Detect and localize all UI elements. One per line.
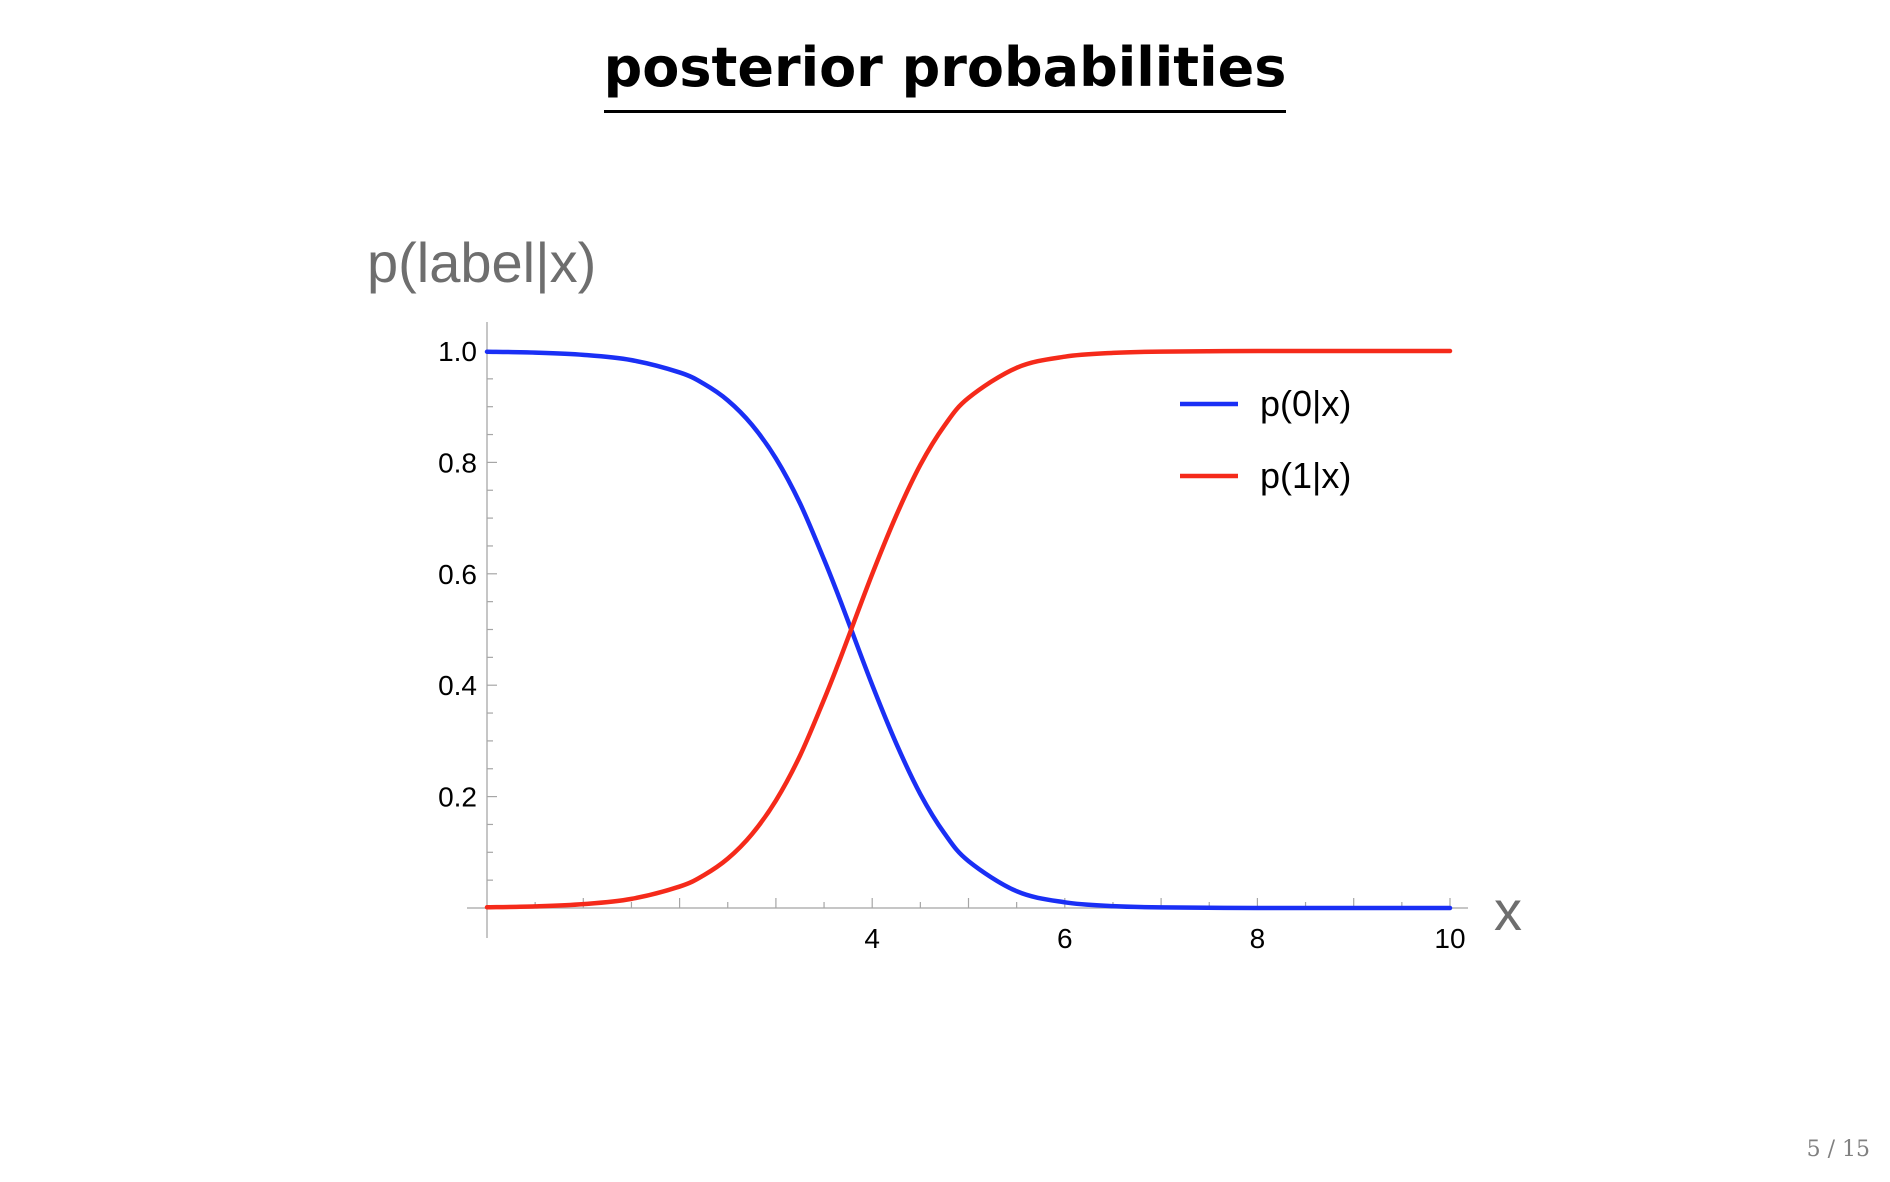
legend-label: p(1|x) [1260, 455, 1351, 496]
x-tick-label: 10 [1434, 923, 1465, 954]
y-tick-label: 1.0 [438, 336, 477, 367]
y-tick-label: 0.6 [438, 559, 477, 590]
page-number: 5 / 15 [1806, 1137, 1870, 1162]
x-tick-label: 6 [1057, 923, 1073, 954]
slide-title-text: posterior probabilities [603, 34, 1287, 113]
legend-label: p(0|x) [1260, 383, 1351, 424]
y-tick-label: 0.8 [438, 447, 477, 478]
y-tick-label: 0.4 [438, 670, 477, 701]
series-line-p1 [484, 348, 1453, 910]
y-tick-label: 0.2 [438, 782, 477, 813]
x-axis-label: x [1494, 879, 1522, 942]
x-tick-label: 4 [864, 923, 880, 954]
slide-title: posterior probabilities [0, 34, 1890, 113]
x-tick-label: 8 [1250, 923, 1266, 954]
series-line-p0 [484, 349, 1453, 911]
y-axis-label: p(label|x) [367, 231, 596, 294]
